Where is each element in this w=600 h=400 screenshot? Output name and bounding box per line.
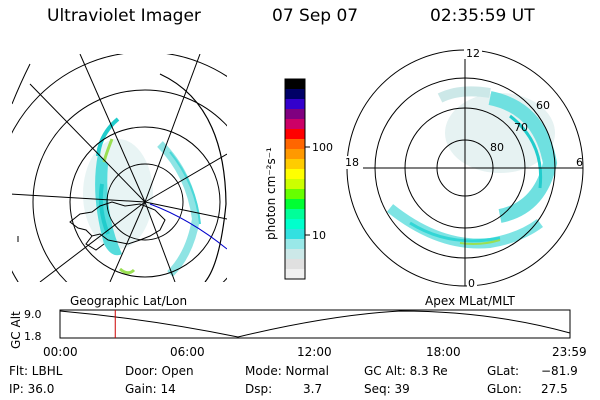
- glon-value: 27.5: [541, 382, 568, 396]
- earth-limb: [159, 73, 227, 282]
- glat-value: −81.9: [541, 364, 578, 378]
- colorbar-cell: [285, 179, 305, 190]
- colorbar-cell: [285, 149, 305, 160]
- colorbar-tick-10: 10: [312, 229, 326, 242]
- colorbar-cell: [285, 109, 305, 120]
- time-label: 02:35:59 UT: [430, 6, 535, 26]
- colorbar-cell: [285, 229, 305, 240]
- apex-polar-map: 12 18 6 0 60 70 80: [343, 46, 584, 290]
- colorbar-cell: [285, 169, 305, 180]
- colorbar-cell: [285, 129, 305, 140]
- mlt-label-18: 18: [345, 156, 359, 169]
- altitude-curve: [59, 310, 571, 338]
- geographic-map: [12, 54, 227, 282]
- colorbar-cell: [285, 159, 305, 170]
- dsp-label: Dsp:: [245, 382, 273, 396]
- date-label: 07 Sep 07: [272, 6, 359, 26]
- aurora-emission-apex: [386, 86, 558, 249]
- terminator-line: [149, 203, 227, 250]
- mlat-label-60: 60: [536, 99, 550, 112]
- instrument-title: Ultraviolet Imager: [47, 6, 201, 26]
- gain-info: Gain: 14: [125, 382, 176, 396]
- mlat-label-70: 70: [514, 121, 528, 134]
- colorbar-cell: [285, 199, 305, 210]
- gc-alt-info: GC Alt: 8.3 Re: [364, 364, 448, 378]
- altitude-plot: GC Alt 9.0 1.8: [9, 308, 571, 349]
- colorbar-cell: [285, 99, 305, 110]
- colorbar-cell: [285, 269, 305, 280]
- colorbar-cell: [285, 79, 305, 90]
- time-tick-1800: 18:00: [426, 345, 461, 359]
- mode-info: Mode: Normal: [245, 364, 329, 378]
- colorbar-cell: [285, 239, 305, 250]
- geo-panel-caption: Geographic Lat/Lon: [70, 294, 188, 308]
- filter-info: Flt: LBHL: [9, 364, 63, 378]
- mlt-label-6: 6: [576, 156, 583, 169]
- seq-info: Seq: 39: [364, 382, 410, 396]
- altitude-ytick-bottom: 1.8: [24, 330, 42, 343]
- time-tick-2359: 23:59: [552, 345, 587, 359]
- colorbar: 100 10 photon cm⁻²s⁻¹: [264, 78, 333, 280]
- glon-label: GLon:: [487, 382, 522, 396]
- dsp-value: 3.7: [303, 382, 323, 396]
- ip-info: IP: 36.0: [9, 382, 55, 396]
- glat-label: GLat:: [487, 364, 520, 378]
- time-tick-1200: 12:00: [297, 345, 332, 359]
- mlt-label-12: 12: [466, 47, 480, 60]
- colorbar-cell: [285, 219, 305, 230]
- altitude-ytick-top: 9.0: [24, 308, 42, 321]
- colorbar-cell: [285, 89, 305, 100]
- apex-panel-caption: Apex MLat/MLT: [425, 294, 515, 308]
- colorbar-cell: [285, 189, 305, 200]
- mlat-label-80: 80: [490, 141, 504, 154]
- colorbar-label: photon cm⁻²s⁻¹: [264, 147, 278, 240]
- colorbar-cell: [285, 249, 305, 260]
- colorbar-cell: [285, 259, 305, 270]
- colorbar-cell: [285, 119, 305, 130]
- mlt-label-0: 0: [468, 277, 475, 290]
- colorbar-cell: [285, 209, 305, 220]
- colorbar-tick-100: 100: [312, 141, 333, 154]
- colorbar-cell: [285, 139, 305, 150]
- aurora-emission-geo: [83, 117, 201, 277]
- antarctica-coast: [69, 201, 166, 245]
- door-info: Door: Open: [125, 364, 194, 378]
- time-tick-0000: 00:00: [43, 345, 78, 359]
- time-tick-0600: 06:00: [170, 345, 205, 359]
- altitude-ylabel: GC Alt: [9, 311, 23, 349]
